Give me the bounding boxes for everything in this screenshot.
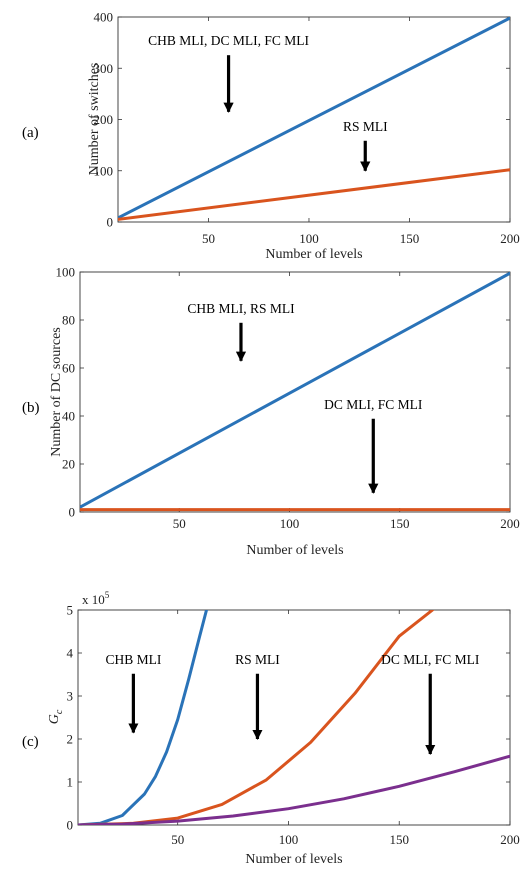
y-tick-label: 2 [67, 732, 74, 747]
y-tick-label: 0 [107, 215, 114, 230]
y-tick-label: 80 [62, 313, 75, 328]
annotation-label: CHB MLI, RS MLI [187, 301, 295, 316]
series-line-1 [118, 17, 510, 220]
chart-panel-b: 50 100 150 200 0 20 40 60 80 100 CHB MLI, RS MLI DC… [22, 265, 520, 559]
scale-multiplier-exponent: 5 [105, 590, 110, 600]
series-line-2 [118, 168, 510, 221]
x-tick-label: 200 [500, 832, 520, 847]
x-tick-label: 100 [280, 516, 300, 531]
y-tick-label: 60 [62, 361, 75, 376]
y-tick-label: 20 [62, 457, 75, 472]
y-axis-label-subscript: c [54, 709, 65, 714]
series-line-1 [78, 610, 208, 825]
plot-frame [77, 609, 511, 826]
panel-label: (c) [22, 734, 39, 750]
annotation-label: RS MLI [235, 652, 280, 667]
series-line-2 [78, 610, 434, 825]
y-axis-label-main: G [47, 714, 62, 724]
series-line-3 [78, 754, 510, 825]
x-tick-label: 150 [400, 231, 420, 246]
y-tick-label: 0 [69, 505, 76, 520]
y-tick-label: 4 [67, 646, 74, 661]
panel-label: (b) [22, 400, 40, 416]
x-tick-label: 50 [173, 516, 186, 531]
annotation-label: CHB MLI [105, 652, 161, 667]
panel-label: (a) [22, 125, 39, 141]
plot-frame [79, 271, 511, 513]
annotation-label: DC MLI, FC MLI [381, 652, 480, 667]
x-tick-label: 100 [299, 231, 319, 246]
y-tick-label: 400 [94, 10, 114, 25]
series-line-1 [80, 272, 510, 509]
x-tick-label: 150 [389, 832, 409, 847]
x-tick-label: 200 [500, 231, 520, 246]
y-tick-label: 100 [94, 163, 114, 178]
annotation-label: CHB MLI, DC MLI, FC MLI [148, 33, 309, 48]
scale-multiplier: x 105 [82, 590, 110, 607]
y-tick-label: 5 [67, 603, 74, 618]
y-tick-label: 1 [67, 775, 74, 790]
y-axis-label: Number of DC sources [49, 327, 64, 456]
annotation-label: RS MLI [343, 119, 388, 134]
y-tick-label: 200 [94, 112, 114, 127]
annotation-label: DC MLI, FC MLI [324, 397, 423, 412]
y-tick-label: 40 [62, 409, 75, 424]
y-tick-label: 300 [94, 61, 114, 76]
y-axis-label: Number of switches [87, 63, 102, 176]
x-tick-label: 50 [171, 832, 184, 847]
x-tick-label: 150 [390, 516, 410, 531]
y-tick-label: 3 [67, 689, 74, 704]
scale-multiplier-base: x 10 [82, 592, 105, 607]
x-tick-label: 50 [202, 231, 215, 246]
x-tick-label: 100 [279, 832, 299, 847]
x-axis-label: Number of levels [246, 543, 343, 558]
x-tick-label: 200 [500, 516, 520, 531]
x-axis-label: Number of levels [245, 852, 342, 867]
x-axis-label: Number of levels [265, 247, 362, 262]
y-tick-label: 100 [56, 265, 76, 280]
chart-panel-a: 50 100 150 200 0 100 200 300 400 CHB MLI, DC MLI,… [22, 10, 520, 263]
chart-panel-c: 50 100 150 200 0 1 2 3 4 5 CHB MLI RS MLI DC MLI, FC… [22, 590, 520, 867]
y-tick-label: 0 [67, 818, 74, 833]
y-axis-label: Gc [47, 709, 65, 724]
